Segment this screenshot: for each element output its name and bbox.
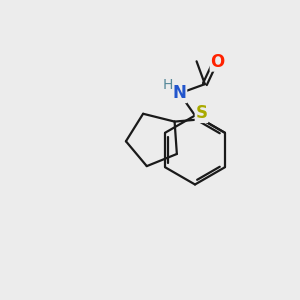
Text: N: N bbox=[172, 84, 187, 102]
Text: S: S bbox=[196, 104, 208, 122]
Text: H: H bbox=[163, 78, 173, 92]
Text: O: O bbox=[211, 53, 225, 71]
